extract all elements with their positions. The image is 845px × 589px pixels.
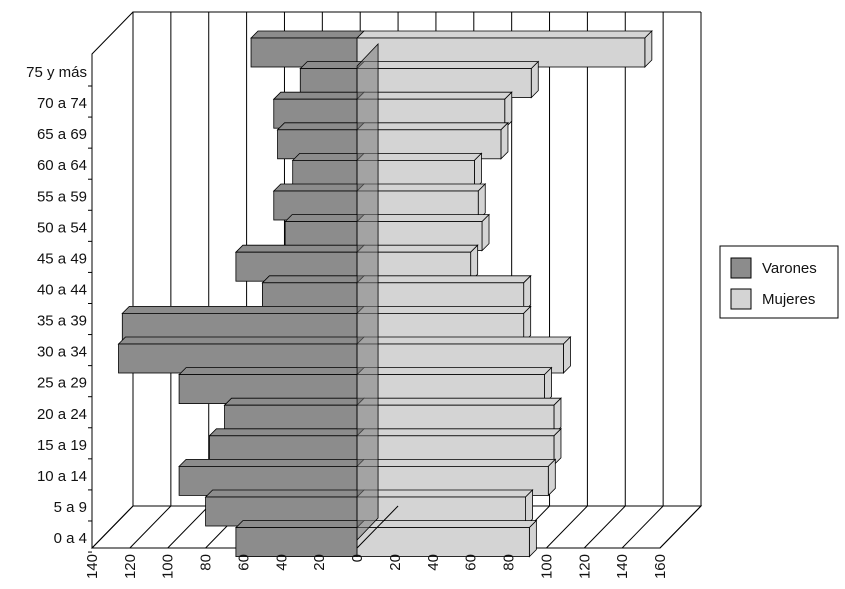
category-label: 55 a 59	[37, 188, 87, 205]
bar-varones-top	[272, 183, 366, 192]
x-tick-label: 120	[576, 554, 593, 579]
floor-gridline	[583, 505, 626, 549]
x-tick-label: 160	[652, 554, 669, 579]
legend-swatch	[730, 257, 752, 279]
x-tick-label: 60	[463, 554, 480, 571]
x-tick-label: 20	[387, 554, 404, 571]
bar-varones-top	[250, 30, 366, 39]
x-axis-ticks: 140 120 100 80 60 40 20 0 20 40 60 80 100 120 140 160	[84, 554, 669, 579]
x-tick-label: 0	[349, 554, 366, 562]
bar-mujeres-side	[530, 60, 539, 99]
bar-mujeres-side	[500, 121, 509, 160]
bar-mujeres-top	[356, 397, 562, 406]
category-axis: 0 a 4 5 a 9 10 a 14 15 a 19 20 a 24 25 a 29 30…	[26, 64, 92, 553]
category-label: 35 a 39	[37, 313, 87, 330]
x-tick-label: 100	[160, 554, 177, 579]
bar-mujeres	[356, 519, 538, 558]
x-tick-label: 100	[538, 554, 555, 579]
bar-mujeres-top	[356, 30, 653, 39]
x-tick-label: 20	[311, 554, 328, 571]
bar-mujeres-top	[356, 428, 562, 437]
bar-varones-top	[261, 275, 366, 284]
bar-mujeres-top	[356, 91, 513, 100]
bar-mujeres-top	[356, 61, 540, 69]
bar-varones	[234, 520, 366, 557]
legend-label: Mujeres	[762, 291, 815, 308]
category-label: 40 a 44	[37, 281, 87, 298]
bar-mujeres-top	[356, 489, 534, 498]
bar-mujeres-side	[528, 519, 537, 558]
bar-varones-top	[117, 336, 366, 345]
bar-mujeres-front	[356, 527, 530, 557]
bar-mujeres-top	[356, 122, 509, 131]
x-tick-label: 40	[425, 554, 442, 571]
category-label: 0 a 4	[54, 530, 87, 547]
bar-mujeres-top	[356, 336, 572, 345]
bar-mujeres-top	[356, 520, 538, 528]
category-label: 75 y más	[26, 64, 87, 81]
zero-axis-wall	[356, 43, 379, 541]
bar-varones-top	[272, 91, 366, 100]
bar-mujeres-top	[356, 458, 557, 467]
x-tick-label: 40	[273, 554, 290, 571]
bars	[117, 30, 653, 558]
bar-mujeres-side	[563, 336, 571, 374]
x-tick-label: 60	[235, 554, 252, 571]
legend: Varones Mujeres	[719, 245, 839, 319]
category-label: 70 a 74	[37, 95, 87, 112]
bar-varones-top	[204, 489, 366, 498]
bar-varones-front	[250, 37, 358, 68]
floor-gridline	[167, 505, 210, 549]
bar-varones-top	[178, 458, 366, 467]
bar-varones-top	[299, 61, 366, 69]
bar-mujeres-top	[356, 305, 532, 314]
x-tick-label: 80	[198, 554, 215, 571]
bar-mujeres-side	[644, 30, 653, 68]
zero-floor-line	[356, 505, 399, 549]
floor-gridline	[129, 505, 172, 549]
bar-varones-front	[235, 527, 358, 557]
bar-varones-top	[234, 244, 366, 253]
bar-varones-top	[276, 122, 366, 131]
category-label: 15 a 19	[37, 437, 87, 454]
category-label: 30 a 34	[37, 344, 87, 361]
bar-varones-top	[223, 397, 366, 406]
floor-gridline	[659, 505, 702, 549]
category-label: 45 a 49	[37, 250, 87, 267]
bar-varones	[250, 30, 366, 68]
bar-varones-top	[208, 428, 366, 437]
category-label: 60 a 64	[37, 157, 87, 174]
category-label: 50 a 54	[37, 219, 87, 236]
bar-varones-top	[284, 214, 366, 223]
x-tick-label: 80	[501, 554, 518, 571]
bar-mujeres-side	[481, 213, 490, 252]
legend-swatch	[730, 288, 752, 310]
floor-gridline	[546, 505, 588, 549]
category-label: 20 a 24	[37, 406, 87, 423]
bar-varones-top	[121, 305, 366, 314]
legend-label: Varones	[762, 260, 817, 277]
bar-varones-top	[234, 520, 366, 528]
category-label: 25 a 29	[37, 375, 87, 392]
x-tick-label: 140	[84, 554, 101, 579]
floor-gridline	[621, 505, 664, 549]
floor-gridline	[91, 505, 134, 549]
bar-mujeres-top	[356, 275, 532, 284]
category-label: 65 a 69	[37, 126, 87, 143]
x-tick-label: 140	[614, 554, 631, 579]
side-wall-edge	[91, 11, 134, 548]
bar-mujeres-top	[356, 367, 553, 376]
bar-varones-top	[178, 367, 366, 376]
bar-mujeres-side	[547, 458, 556, 497]
category-label: 5 a 9	[54, 499, 87, 516]
bar-varones-top	[291, 152, 366, 161]
x-tick-label: 120	[122, 554, 139, 579]
category-label: 10 a 14	[37, 468, 87, 485]
